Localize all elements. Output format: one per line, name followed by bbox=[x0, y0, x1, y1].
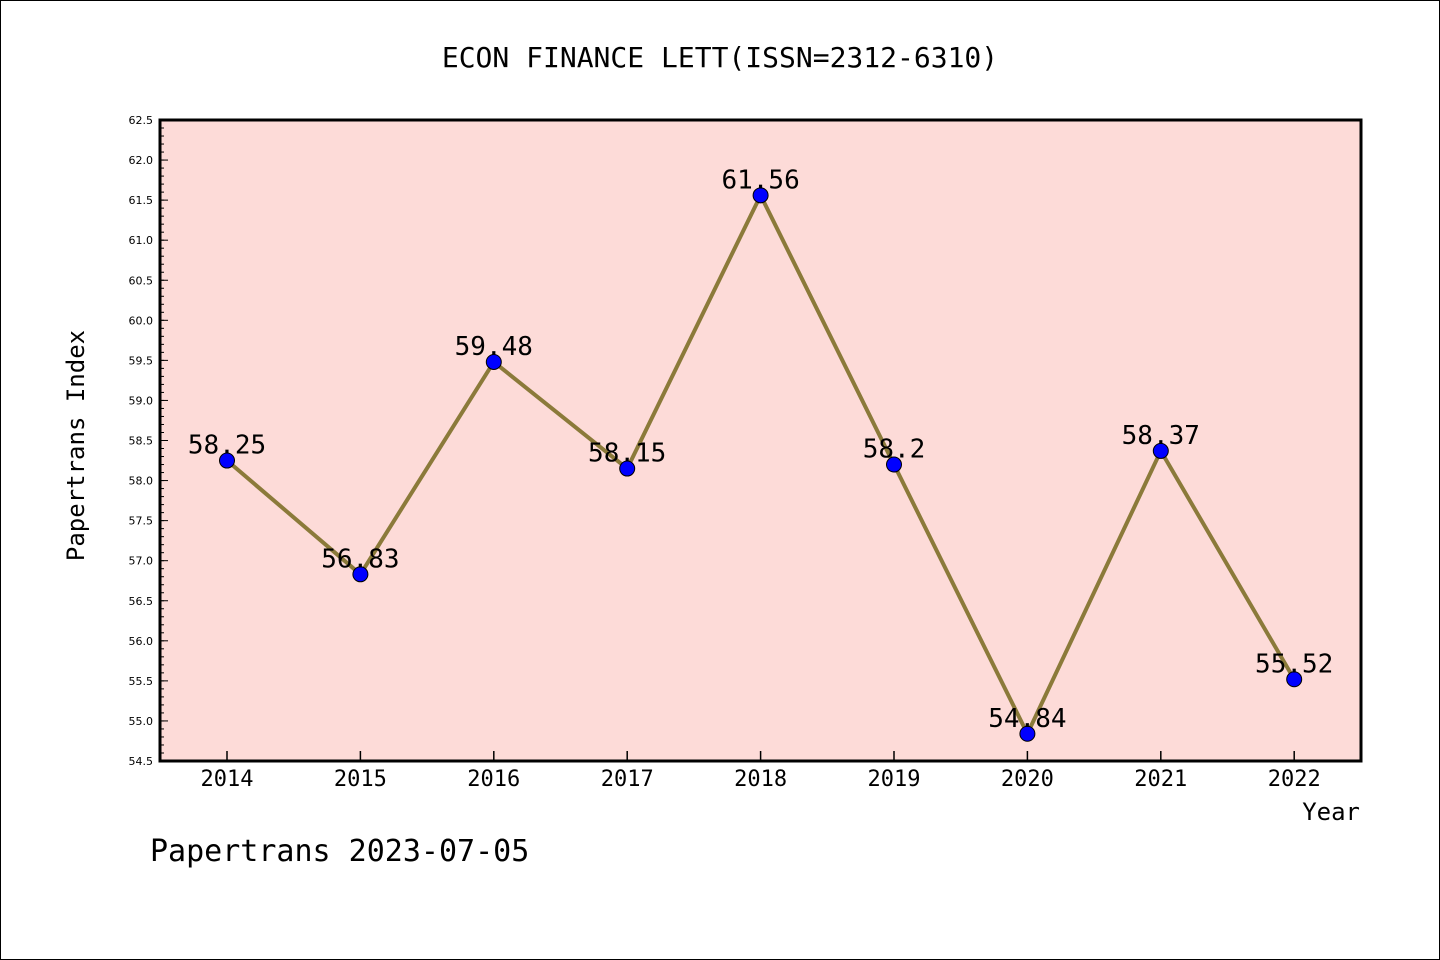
y-axis: 54.5 55.0 55.5 56.0 56.5 57.0 57.5 58.0 58.5 59.0… bbox=[129, 114, 168, 768]
y-tick-label: 58.5 bbox=[129, 435, 154, 448]
x-tick-label: 2020 bbox=[1001, 767, 1054, 792]
y-tick-label: 54.5 bbox=[129, 755, 154, 768]
y-tick-label: 61.5 bbox=[129, 194, 154, 207]
x-tick-label: 2015 bbox=[334, 767, 387, 792]
data-label: 58.15 bbox=[588, 439, 666, 469]
y-tick-label: 55.0 bbox=[129, 715, 154, 728]
plot-area bbox=[160, 120, 1361, 761]
x-axis: 2014 2015 2016 2017 2018 2019 2020 2021 2022 bbox=[201, 751, 1321, 792]
y-tick-label: 57.0 bbox=[129, 555, 154, 568]
y-tick-label: 60.0 bbox=[129, 314, 154, 327]
data-point bbox=[485, 353, 502, 370]
data-label: 58.37 bbox=[1122, 421, 1200, 451]
x-tick-label: 2021 bbox=[1134, 767, 1187, 792]
data-label: 59.48 bbox=[455, 332, 533, 362]
data-label: 56.83 bbox=[321, 544, 399, 574]
data-point bbox=[1019, 725, 1036, 742]
x-tick-label: 2022 bbox=[1268, 767, 1321, 792]
y-tick-label: 62.5 bbox=[129, 114, 154, 127]
x-tick-label: 2017 bbox=[601, 767, 654, 792]
series: 58.25 56.83 59.48 58.15 61.56 58.2 54.84 58.37 5… bbox=[188, 165, 1333, 742]
data-point bbox=[352, 566, 369, 583]
data-point bbox=[619, 460, 636, 477]
y-axis-label: Papertrans Index bbox=[62, 330, 90, 561]
data-point bbox=[219, 452, 235, 469]
y-tick-label: 56.0 bbox=[129, 635, 154, 648]
plot-border bbox=[158, 118, 1363, 763]
data-label: 55.52 bbox=[1255, 649, 1333, 679]
x-tick-label: 2014 bbox=[201, 767, 254, 792]
data-point bbox=[752, 187, 769, 204]
y-tick-label: 56.5 bbox=[129, 595, 154, 608]
data-point bbox=[1286, 671, 1303, 688]
data-point bbox=[886, 456, 902, 473]
data-label: 61.56 bbox=[721, 165, 799, 195]
data-label: 58.25 bbox=[188, 431, 266, 461]
x-tick-label: 2016 bbox=[467, 767, 520, 792]
y-tick-label: 60.5 bbox=[129, 274, 154, 287]
x-tick-label: 2019 bbox=[868, 767, 921, 792]
y-tick-label: 62.0 bbox=[129, 154, 154, 167]
data-label: 54.84 bbox=[988, 704, 1066, 734]
y-tick-label: 61.0 bbox=[129, 234, 154, 247]
y-tick-label: 58.0 bbox=[129, 475, 154, 488]
y-tick-label: 59.0 bbox=[129, 394, 154, 407]
y-tick-label: 57.5 bbox=[129, 515, 154, 528]
y-tick-label: 59.5 bbox=[129, 354, 154, 367]
footer-text: Papertrans 2023-07-05 bbox=[150, 834, 530, 869]
data-label: 58.2 bbox=[863, 435, 926, 465]
x-tick-label: 2018 bbox=[734, 767, 787, 792]
data-point bbox=[1152, 442, 1169, 459]
x-axis-label: Year bbox=[1302, 798, 1360, 826]
y-tick-label: 55.5 bbox=[129, 675, 154, 688]
chart-title: ECON FINANCE LETT(ISSN=2312-6310) bbox=[442, 41, 998, 74]
